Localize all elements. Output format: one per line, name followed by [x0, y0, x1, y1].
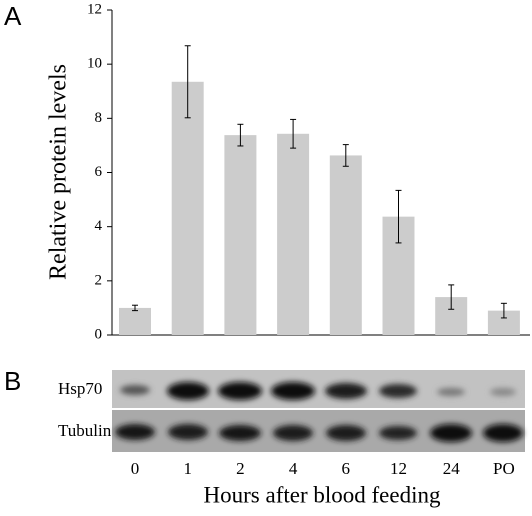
band: [120, 385, 150, 395]
tubulin-bands: [115, 424, 523, 442]
band: [115, 424, 155, 440]
blot-row-label: Tubulin: [58, 421, 112, 440]
x-tick-label: 0: [131, 459, 140, 478]
band: [325, 383, 367, 399]
hsp70-bands: [120, 382, 516, 400]
band: [379, 426, 417, 440]
band: [430, 424, 472, 442]
band: [219, 425, 261, 441]
x-tick-label: 1: [183, 459, 192, 478]
y-tick-label: 10: [87, 56, 102, 72]
band: [326, 425, 366, 441]
band: [168, 424, 208, 440]
x-tick-label: 24: [443, 459, 461, 478]
bar: [119, 307, 151, 335]
band: [490, 388, 516, 396]
bar: [277, 133, 310, 335]
bar: [171, 81, 204, 335]
x-tick-label: 12: [390, 459, 407, 478]
x-axis-label: Hours after blood feeding: [204, 482, 441, 507]
band: [271, 382, 315, 400]
panel-label: B: [4, 366, 21, 396]
y-tick-label: 8: [95, 110, 103, 126]
bar: [329, 155, 362, 335]
x-tick-label: 4: [289, 459, 298, 478]
y-tick-label: 0: [95, 326, 103, 342]
blot-row-label: Hsp70: [58, 379, 102, 398]
band: [218, 382, 262, 400]
panel-label: A: [4, 1, 22, 31]
x-tick-label: 6: [342, 459, 351, 478]
bar: [224, 135, 257, 335]
y-tick-label: 12: [87, 1, 102, 17]
band: [379, 384, 417, 398]
band: [437, 388, 465, 396]
band: [167, 382, 209, 400]
band: [273, 425, 313, 441]
band: [483, 424, 523, 442]
x-tick-label: 2: [236, 459, 245, 478]
blot: [112, 370, 525, 452]
y-tick-label: 6: [95, 164, 103, 180]
y-tick-label: 4: [95, 218, 103, 234]
y-tick-label: 2: [95, 272, 103, 288]
x-tick-label: PO: [493, 459, 515, 478]
y-axis-label: Relative protein levels: [46, 64, 72, 280]
